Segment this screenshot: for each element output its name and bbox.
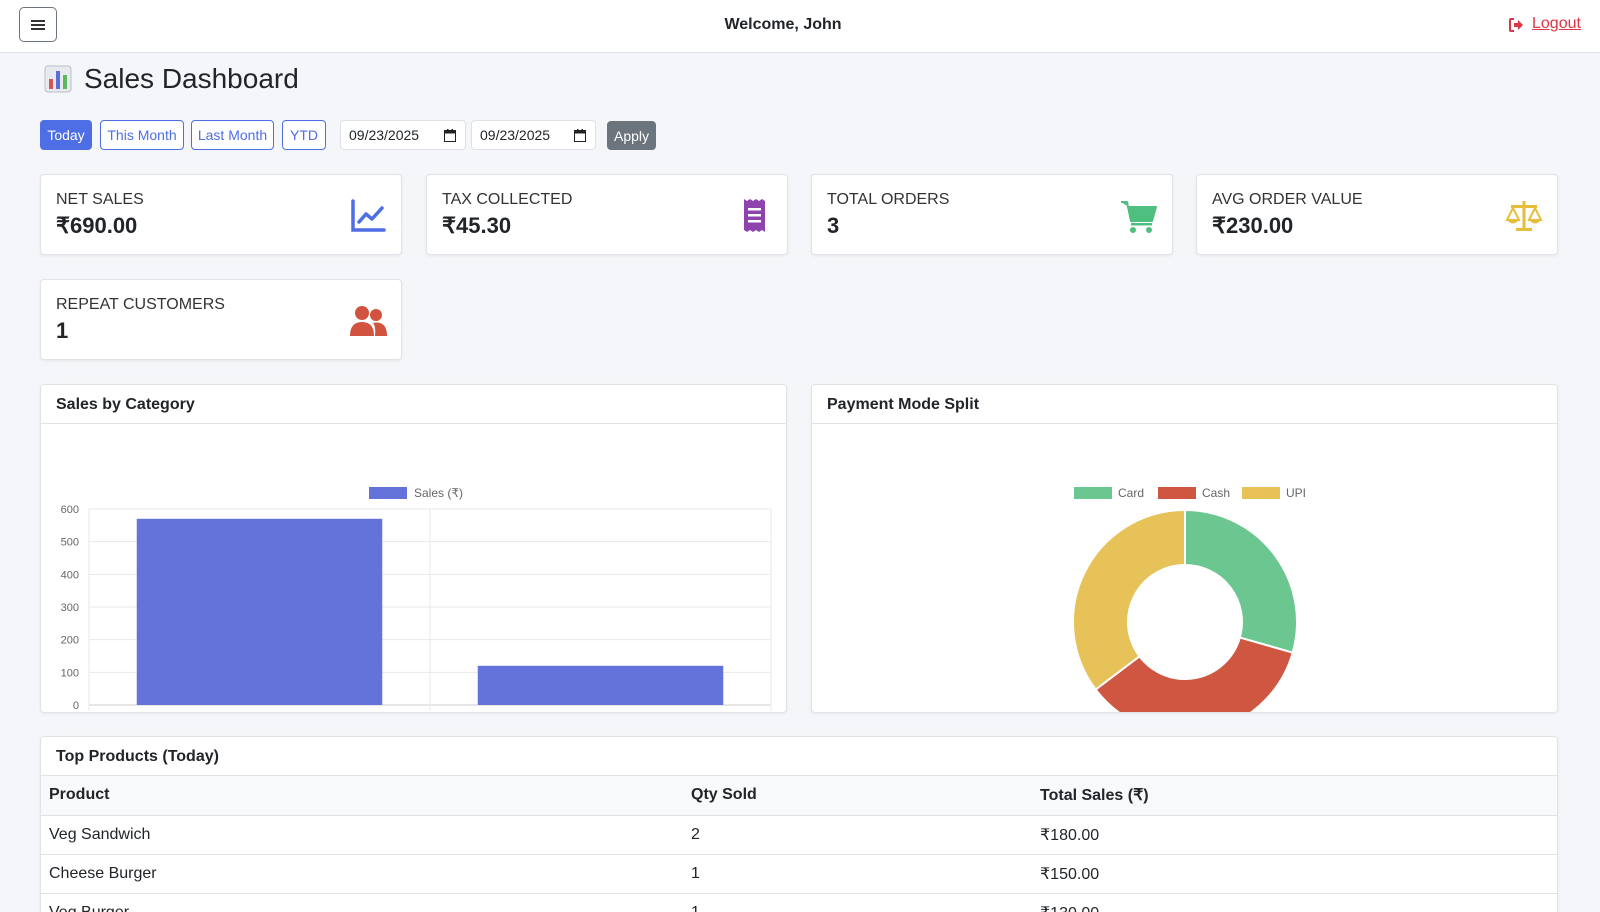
kpi-avg-order-value: AVG ORDER VALUE ₹230.00 — [1196, 174, 1558, 255]
top-navbar: Welcome, John Logout — [0, 0, 1600, 53]
kpi-label: TOTAL ORDERS — [827, 191, 950, 208]
kpi-repeat-customers: REPEAT CUSTOMERS 1 — [40, 279, 402, 360]
total-cell: ₹150.00 — [1032, 854, 1557, 894]
cart-icon — [1121, 201, 1157, 233]
table-header-row: Product Qty Sold Total Sales (₹) — [41, 776, 1557, 816]
column-header-total: Total Sales (₹) — [1032, 776, 1557, 816]
qty-cell: 2 — [683, 815, 1032, 855]
from-date-value: 09/23/2025 — [349, 127, 420, 143]
page-title-text: Sales Dashboard — [84, 63, 299, 94]
y-tick-label: 0 — [73, 700, 79, 712]
logout-icon[interactable] — [1508, 17, 1524, 33]
legend-label[interactable]: Card — [1118, 486, 1144, 500]
y-tick-label: 500 — [61, 537, 79, 549]
kpi-label: TAX COLLECTED — [442, 191, 573, 208]
legend-swatch[interactable] — [1242, 487, 1280, 499]
to-date-input[interactable]: 09/23/2025 — [471, 120, 596, 150]
legend-swatch[interactable] — [1158, 487, 1196, 499]
kpi-tax-collected: TAX COLLECTED ₹45.30 — [426, 174, 788, 255]
qty-cell: 1 — [683, 893, 1032, 912]
this-month-button[interactable]: This Month — [100, 120, 184, 150]
apply-button[interactable]: Apply — [607, 121, 656, 150]
calendar-icon[interactable] — [444, 129, 456, 142]
kpi-value: ₹45.30 — [442, 213, 512, 238]
calendar-icon[interactable] — [574, 129, 586, 142]
top-products-table: Product Qty Sold Total Sales (₹) Veg San… — [41, 776, 1557, 912]
payment-mode-card: Payment Mode Split Card Cash UPI — [811, 384, 1558, 713]
pie-slice-cash[interactable] — [1094, 636, 1294, 713]
total-cell: ₹180.00 — [1032, 815, 1557, 855]
y-tick-label: 100 — [61, 667, 79, 679]
top-products-card: Top Products (Today) Product Qty Sold To… — [40, 736, 1558, 912]
y-tick-label: 600 — [61, 504, 79, 516]
table-row: Cheese Burger 1 ₹150.00 — [41, 854, 1557, 894]
kpi-label: NET SALES — [56, 191, 144, 208]
logout-link[interactable]: Logout — [1532, 15, 1581, 32]
kpi-value: ₹230.00 — [1212, 213, 1294, 238]
hamburger-menu-button[interactable] — [19, 7, 57, 42]
pie-slice-upi[interactable] — [1072, 508, 1186, 691]
payment-mode-chart: Card Cash UPI — [1072, 486, 1306, 713]
table-row: Veg Burger 1 ₹130.00 — [41, 893, 1557, 912]
kpi-net-sales: NET SALES ₹690.00 — [40, 174, 402, 255]
y-tick-label: 300 — [61, 602, 79, 614]
product-cell: Veg Burger — [41, 893, 683, 912]
y-tick-label: 200 — [61, 635, 79, 647]
kpi-label: AVG ORDER VALUE — [1212, 191, 1363, 208]
scale-icon — [1505, 201, 1543, 231]
ytd-button[interactable]: YTD — [282, 120, 326, 150]
legend-label[interactable]: UPI — [1286, 486, 1306, 500]
table-row: Veg Sandwich 2 ₹180.00 — [41, 815, 1557, 855]
card-header: Payment Mode Split — [812, 385, 1557, 424]
to-date-value: 09/23/2025 — [480, 127, 551, 143]
bar-chart-emoji-icon — [44, 65, 72, 93]
today-button[interactable]: Today — [40, 120, 92, 150]
column-header-product: Product — [41, 776, 683, 816]
kpi-value: 3 — [827, 213, 840, 238]
legend-swatch[interactable] — [369, 487, 407, 499]
sales-by-category-chart: Sales (₹)0100200300400500600SandwichesIn… — [61, 486, 772, 712]
sales-by-category-card: Sales by Category Sales (₹) 0 100 200 300 400… — [40, 384, 787, 713]
qty-cell: 1 — [683, 854, 1032, 894]
page-title: Sales Dashboard — [44, 63, 299, 95]
kpi-value: 1 — [56, 318, 69, 343]
from-date-input[interactable]: 09/23/2025 — [340, 120, 466, 150]
last-month-button[interactable]: Last Month — [191, 120, 274, 150]
bar[interactable] — [136, 518, 383, 705]
card-header: Sales by Category — [41, 385, 786, 424]
legend-swatch[interactable] — [1074, 487, 1112, 499]
legend-label[interactable]: Cash — [1202, 486, 1230, 500]
bar[interactable] — [477, 665, 724, 705]
line-chart-icon — [351, 199, 386, 232]
column-header-qty: Qty Sold — [683, 776, 1032, 816]
kpi-total-orders: TOTAL ORDERS 3 — [811, 174, 1173, 255]
kpi-value: ₹690.00 — [56, 213, 138, 238]
welcome-text: Welcome, John — [724, 16, 842, 33]
card-header: Top Products (Today) — [41, 737, 1557, 776]
product-cell: Veg Sandwich — [41, 815, 683, 855]
kpi-label: REPEAT CUSTOMERS — [56, 296, 225, 313]
total-cell: ₹130.00 — [1032, 893, 1557, 912]
users-icon — [350, 306, 387, 336]
product-cell: Cheese Burger — [41, 854, 683, 894]
y-tick-label: 400 — [61, 569, 79, 581]
receipt-icon — [744, 199, 765, 232]
hamburger-icon — [31, 18, 45, 32]
legend-label[interactable]: Sales (₹) — [414, 486, 463, 500]
pie-slice-card[interactable] — [1184, 508, 1298, 654]
